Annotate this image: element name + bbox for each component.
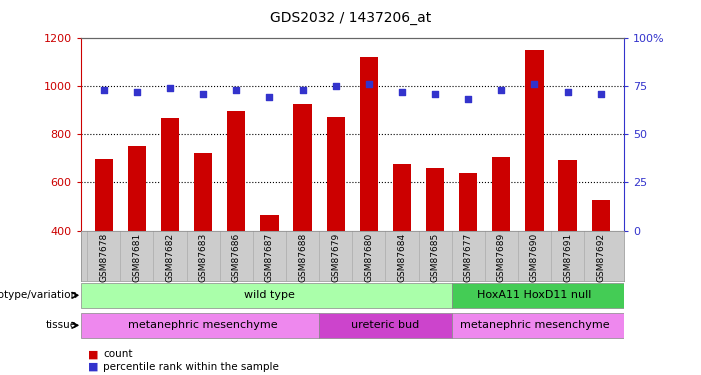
Point — [98, 87, 109, 93]
Point — [396, 88, 407, 94]
Point — [363, 81, 374, 87]
Text: GDS2032 / 1437206_at: GDS2032 / 1437206_at — [270, 11, 431, 25]
Bar — [451, 283, 624, 308]
Text: GSM87677: GSM87677 — [463, 233, 472, 282]
Text: tissue: tissue — [46, 320, 77, 330]
Text: GSM87679: GSM87679 — [331, 233, 340, 282]
Text: GSM87688: GSM87688 — [298, 233, 307, 282]
Point — [463, 96, 474, 102]
Text: GSM87680: GSM87680 — [365, 233, 374, 282]
Bar — [492, 157, 510, 231]
Text: GSM87683: GSM87683 — [198, 233, 207, 282]
Bar — [194, 153, 212, 231]
Text: percentile rank within the sample: percentile rank within the sample — [103, 362, 279, 372]
Point — [330, 83, 341, 89]
Point — [297, 87, 308, 93]
Bar — [260, 215, 278, 231]
Bar — [459, 172, 477, 231]
Point — [430, 90, 441, 96]
Bar — [525, 50, 543, 231]
Point — [562, 88, 573, 94]
Point — [529, 81, 540, 87]
Bar — [327, 117, 345, 231]
Text: metanephric mesenchyme: metanephric mesenchyme — [128, 320, 278, 330]
Text: GSM87682: GSM87682 — [165, 233, 175, 282]
Text: GSM87681: GSM87681 — [132, 233, 142, 282]
Point — [231, 87, 242, 93]
Bar — [81, 283, 451, 308]
Bar — [319, 313, 451, 338]
Point — [595, 90, 606, 96]
Text: genotype/variation: genotype/variation — [0, 290, 77, 300]
Point — [131, 88, 142, 94]
Text: GSM87685: GSM87685 — [430, 233, 440, 282]
Text: GSM87687: GSM87687 — [265, 233, 274, 282]
Text: ■: ■ — [88, 362, 98, 372]
Bar — [426, 168, 444, 231]
Bar — [161, 118, 179, 231]
Text: GSM87689: GSM87689 — [497, 233, 506, 282]
Bar — [128, 146, 146, 231]
Point — [264, 94, 275, 100]
Text: metanephric mesenchyme: metanephric mesenchyme — [460, 320, 609, 330]
Bar — [559, 160, 577, 231]
Text: wild type: wild type — [244, 290, 295, 300]
Bar — [95, 159, 113, 231]
Text: ureteric bud: ureteric bud — [351, 320, 419, 330]
Text: count: count — [103, 350, 132, 359]
Text: HoxA11 HoxD11 null: HoxA11 HoxD11 null — [477, 290, 592, 300]
Bar — [227, 111, 245, 231]
Bar — [592, 201, 610, 231]
Bar — [393, 164, 411, 231]
Text: GSM87684: GSM87684 — [397, 233, 407, 282]
Point — [198, 90, 209, 96]
Bar — [81, 313, 319, 338]
Text: GSM87690: GSM87690 — [530, 233, 539, 282]
Text: GSM87678: GSM87678 — [100, 233, 108, 282]
Point — [496, 87, 507, 93]
Bar — [451, 313, 624, 338]
Text: ■: ■ — [88, 350, 98, 359]
Bar — [294, 104, 312, 231]
Bar — [360, 57, 378, 231]
Text: GSM87691: GSM87691 — [563, 233, 572, 282]
Text: GSM87686: GSM87686 — [232, 233, 241, 282]
Text: GSM87692: GSM87692 — [597, 233, 605, 282]
Point — [165, 85, 176, 91]
